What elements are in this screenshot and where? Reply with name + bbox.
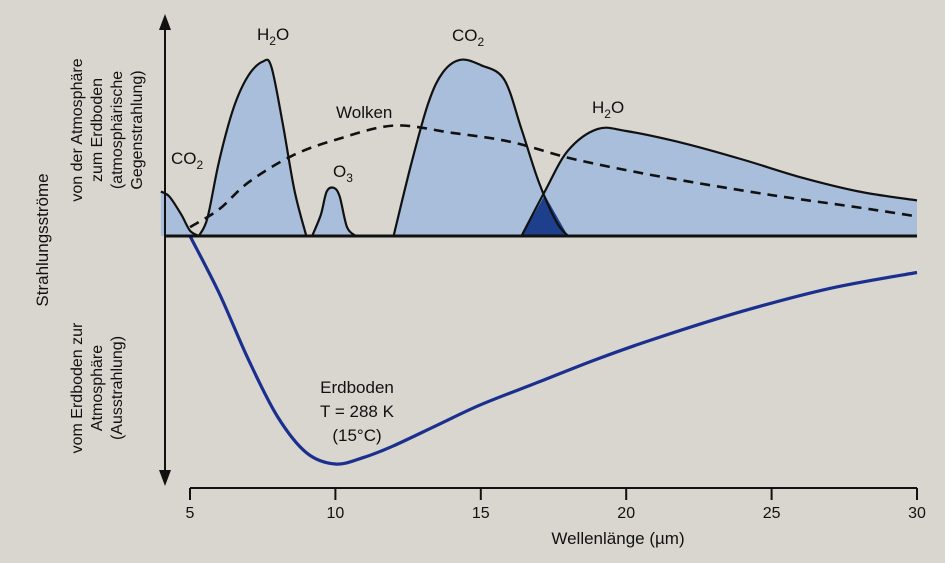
x-tick-label-20: 20 xyxy=(617,505,635,522)
lower-label-line-3: (Ausstrahlung) xyxy=(109,336,126,440)
upper-label-line-4: Gegenstrahlung) xyxy=(129,70,146,189)
lower-axis-label: vom Erdboden zur Atmosphäre (Ausstrahlun… xyxy=(69,322,126,453)
curve-wolken xyxy=(189,124,918,229)
y-axis-arrow-up xyxy=(159,14,171,30)
annotation-erdboden-line-1: Erdboden xyxy=(320,378,394,397)
annotation-h2o-left: H2O xyxy=(257,25,289,48)
annotation-erdboden-line-3: (15°C) xyxy=(332,426,381,445)
upper-axis-label: von der Atmosphäre zum Erdboden (atmosph… xyxy=(69,58,146,201)
chart-marks xyxy=(160,58,918,466)
x-ticks: 5 10 15 20 25 30 xyxy=(186,488,926,522)
annotation-wolken: Wolken xyxy=(336,103,392,122)
band-fill-h2o-4 xyxy=(521,127,917,236)
band-outline-co2-0 xyxy=(160,190,200,237)
band-outline-o3-2 xyxy=(311,186,357,237)
annotation-h2o-right: H2O xyxy=(592,98,624,121)
overlap-region xyxy=(521,195,568,236)
x-tick-label-5: 5 xyxy=(186,505,195,522)
annotation-o3: O3 xyxy=(333,162,353,185)
band-fill-h2o-1 xyxy=(198,59,307,236)
band-fill-co2-3 xyxy=(393,59,568,237)
annotation-co2-right: CO2 xyxy=(452,26,485,49)
y-axis-arrow-down xyxy=(159,470,171,486)
x-tick-label-15: 15 xyxy=(472,505,490,522)
upper-label-line-2: zum Erdboden xyxy=(89,78,106,182)
lower-label-line-2: Atmosphäre xyxy=(89,345,106,431)
annotation-co2-left: CO2 xyxy=(171,149,204,172)
x-tick-label-30: 30 xyxy=(908,505,926,522)
upper-label-line-1: von der Atmosphäre xyxy=(69,58,86,201)
x-tick-label-10: 10 xyxy=(327,505,345,522)
curve-erdboden xyxy=(188,235,918,466)
y-axis-outer-label: Strahlungsströme xyxy=(33,173,52,306)
annotation-erdboden-line-2: T = 288 K xyxy=(320,402,395,421)
lower-label-line-1: vom Erdboden zur xyxy=(69,322,86,453)
band-outline-h2o-1 xyxy=(197,58,308,237)
x-tick-label-25: 25 xyxy=(763,505,781,522)
x-axis-label: Wellenlänge (µm) xyxy=(551,529,684,548)
band-outline-h2o-4 xyxy=(520,126,918,237)
upper-label-line-3: (atmosphärische xyxy=(109,71,126,189)
